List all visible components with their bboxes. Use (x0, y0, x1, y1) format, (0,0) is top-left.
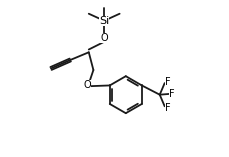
Text: F: F (164, 77, 169, 87)
Text: F: F (169, 89, 174, 99)
Text: O: O (83, 80, 91, 90)
Text: Si: Si (99, 16, 109, 26)
Text: F: F (164, 103, 169, 113)
Text: O: O (100, 33, 108, 43)
